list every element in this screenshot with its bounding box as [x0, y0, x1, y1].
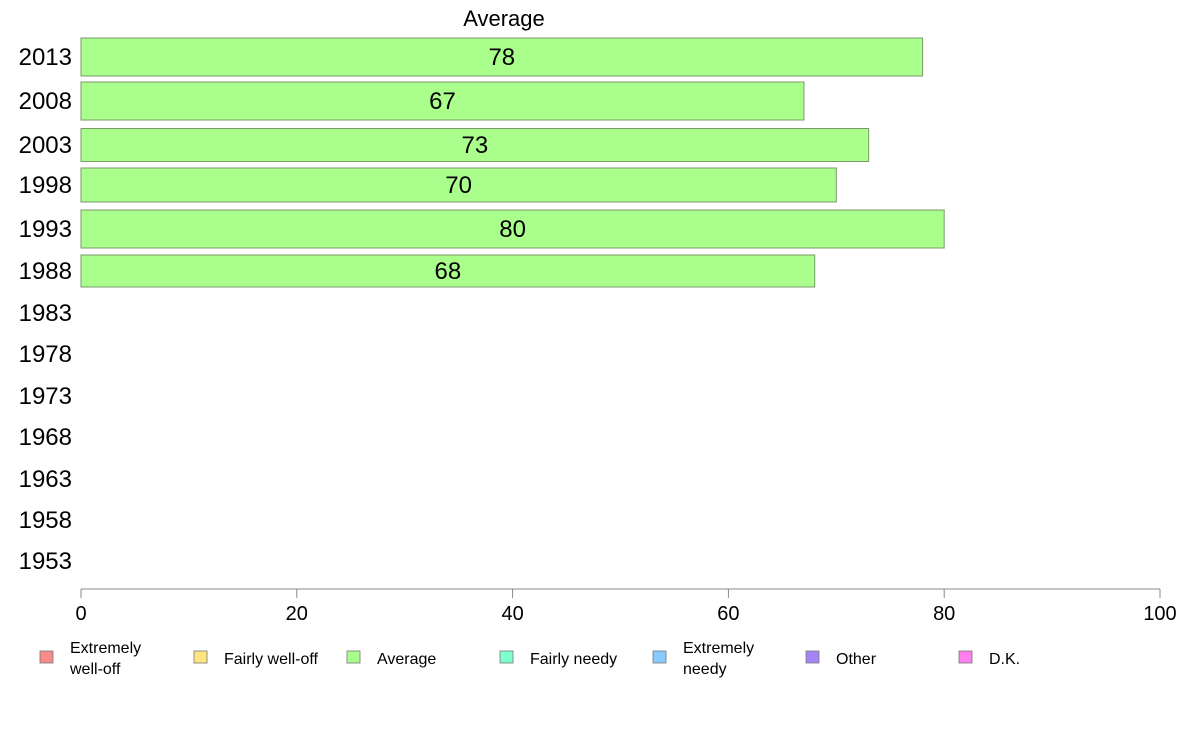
bar	[80, 37, 924, 77]
x-tick-label: 100	[1143, 603, 1176, 625]
y-axis-labels: 2013 2008 2003 1998 1993 1988 1983 1978 1973 1968…	[19, 44, 72, 575]
legend-label: well-off	[69, 661, 121, 678]
data-label: 70	[445, 172, 472, 199]
bar	[80, 167, 837, 203]
bar	[80, 254, 816, 288]
y-tick-label: 1983	[19, 300, 72, 327]
y-tick-label: 2008	[19, 88, 72, 115]
legend-label: Other	[836, 651, 877, 668]
y-tick-label: 1998	[19, 172, 72, 199]
y-tick-label: 1978	[19, 341, 72, 368]
y-tick-label: 1988	[19, 258, 72, 285]
legend-label: Average	[377, 651, 436, 668]
data-label: 80	[499, 216, 526, 243]
legend-label: needy	[683, 661, 727, 678]
data-label: 78	[488, 44, 515, 71]
x-tick-label: 0	[75, 603, 86, 625]
data-label: 67	[429, 88, 456, 115]
legend-swatch	[499, 650, 514, 664]
x-tick-label: 40	[501, 603, 523, 625]
legend-item: Extremely needy	[652, 640, 754, 678]
y-tick-label: 1958	[19, 507, 72, 534]
bar	[80, 209, 945, 249]
y-tick-label: 1968	[19, 424, 72, 451]
y-tick-label: 2003	[19, 132, 72, 159]
x-tick-label: 80	[933, 603, 955, 625]
legend-label: Extremely	[683, 640, 754, 657]
legend-label: D.K.	[989, 651, 1020, 668]
y-tick-label: 1963	[19, 466, 72, 493]
legend-swatch	[958, 650, 973, 664]
legend-item: Average	[346, 650, 436, 668]
legend-item: D.K.	[958, 650, 1020, 668]
legend-swatch	[346, 650, 361, 664]
x-tick-label: 20	[286, 603, 308, 625]
legend-item: Extremely well-off	[39, 640, 141, 678]
legend-label: Fairly well-off	[224, 651, 319, 668]
legend-swatch	[805, 650, 820, 664]
legend-swatch	[652, 650, 667, 664]
legend-label: Extremely	[70, 640, 141, 657]
legend-label: Fairly needy	[530, 651, 617, 668]
data-label: 73	[461, 132, 488, 159]
legend-item: Fairly needy	[499, 650, 617, 668]
y-tick-label: 1993	[19, 216, 72, 243]
data-label: 68	[435, 258, 462, 285]
x-tick-label: 60	[717, 603, 739, 625]
legend-swatch	[193, 650, 208, 664]
legend: Extremely well-off Fairly well-off Average F…	[39, 640, 1020, 678]
chart-title: Average	[463, 6, 545, 31]
y-tick-label: 1973	[19, 383, 72, 410]
x-axis: 0 20 40 60 80 100	[75, 588, 1177, 625]
y-tick-label: 2013	[19, 44, 72, 71]
bar	[80, 128, 870, 162]
bar	[80, 81, 805, 121]
legend-item: Other	[805, 650, 877, 668]
y-tick-label: 1953	[19, 548, 72, 575]
legend-swatch	[39, 650, 54, 664]
legend-item: Fairly well-off	[193, 650, 319, 668]
